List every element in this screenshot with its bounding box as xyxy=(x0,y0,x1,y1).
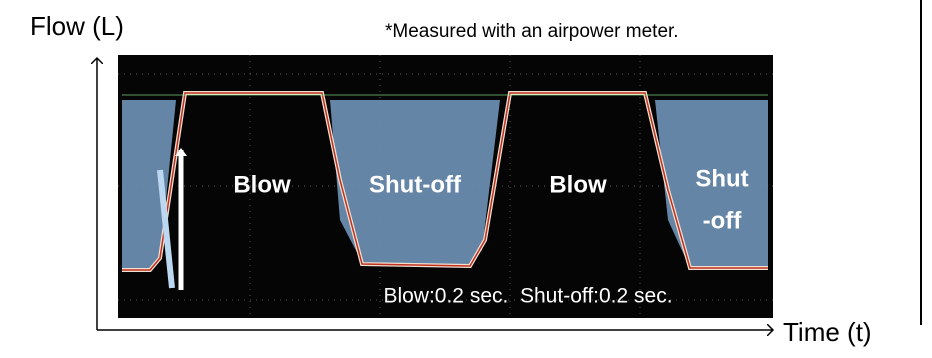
y-axis-label: Flow (L) xyxy=(30,11,124,41)
x-axis-label: Time (t) xyxy=(783,317,872,347)
phase-label: Blow xyxy=(549,171,607,198)
diagram: Flow (L) *Measured with an airpower mete… xyxy=(0,0,932,353)
phase-label: Shut-off xyxy=(369,171,462,198)
phase-label: -off xyxy=(703,207,743,234)
page: {"axis": {"y_label": "Flow (L)", "x_labe… xyxy=(0,0,932,353)
timing-note: Blow:0.2 sec. Shut-off:0.2 sec. xyxy=(383,285,672,308)
phase-label: Blow xyxy=(233,171,291,198)
phase-label: Shut xyxy=(695,165,748,192)
note: *Measured with an airpower meter. xyxy=(385,21,679,42)
